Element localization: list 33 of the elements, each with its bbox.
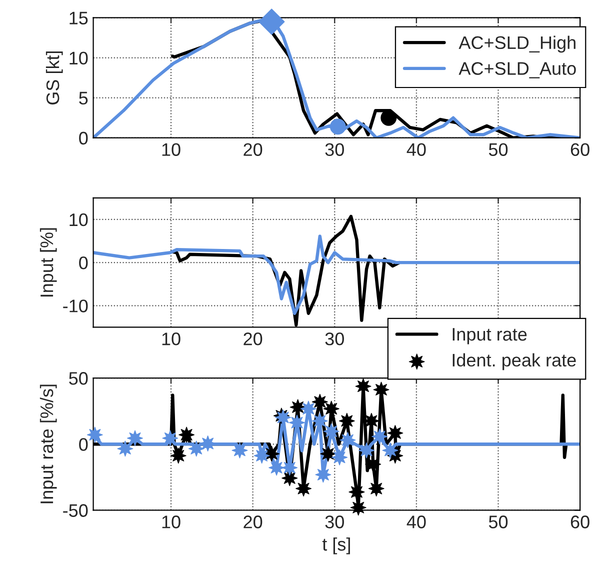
legend-label: Input rate <box>452 328 527 344</box>
legend-label: Ident. peak rate <box>452 353 576 370</box>
x-tick-label: 30 <box>325 516 344 528</box>
x-tick-label: 20 <box>244 143 262 156</box>
legend-label: AC+SLD_High <box>458 36 576 53</box>
x-axis-title: t [s] <box>322 537 350 554</box>
y-axis-title: GS [kt] <box>46 51 63 104</box>
y-tick-label: 0 <box>79 438 88 451</box>
y-tick-label: 0 <box>79 256 88 270</box>
y-tick-label: 50 <box>69 372 88 385</box>
x-tick-label: 30 <box>325 143 344 156</box>
y-tick-label: -50 <box>63 504 88 517</box>
y-axis-title: Input rate [%/s] <box>40 384 57 504</box>
x-tick-label: 10 <box>162 332 180 346</box>
y-tick-label: -10 <box>63 300 88 312</box>
x-tick-label: 40 <box>406 143 426 156</box>
x-tick-label: 30 <box>325 332 344 346</box>
x-tick-label: 60 <box>570 516 590 528</box>
x-tick-label: 20 <box>244 516 262 528</box>
legend-label: AC+SLD_Auto <box>458 62 576 78</box>
x-tick-label: 60 <box>570 143 590 156</box>
x-tick-label: 20 <box>244 332 262 346</box>
y-tick-label: 15 <box>70 12 88 24</box>
y-tick-label: 0 <box>79 132 88 145</box>
x-tick-label: 10 <box>162 143 180 156</box>
y-tick-label: 10 <box>70 52 88 64</box>
y-axis-title: Input [%] <box>40 228 57 297</box>
x-tick-label: 40 <box>406 516 426 528</box>
y-tick-label: 10 <box>70 213 88 226</box>
y-tick-label: 5 <box>79 92 88 105</box>
x-tick-label: 50 <box>488 516 508 528</box>
x-tick-label: 10 <box>162 516 180 528</box>
x-tick-label: 50 <box>488 143 508 156</box>
